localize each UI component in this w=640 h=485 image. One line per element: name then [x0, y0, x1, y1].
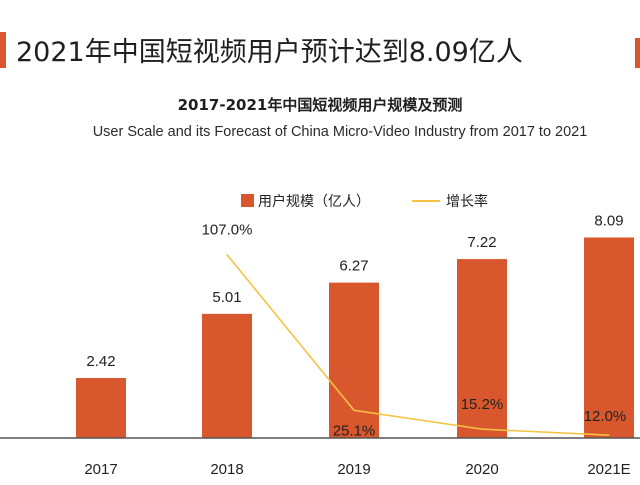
bar-value-label-2021E: 8.09: [594, 213, 623, 230]
bar-2018: [202, 313, 252, 438]
bar-value-label-2018: 5.01: [212, 289, 241, 306]
legend-bar-swatch: [241, 194, 254, 207]
chart-title: 2017-2021年中国短视频用户规模及预测: [178, 96, 463, 114]
legend: 用户规模（亿人） 增长率: [241, 193, 488, 210]
x-tick-2020: 2020: [465, 461, 498, 478]
growth-rate-label-2021E: 12.0%: [584, 408, 627, 425]
headline-accent-bar: [0, 32, 6, 68]
growth-rate-point-2018: [226, 254, 228, 256]
chart-subtitle: User Scale and its Forecast of China Mic…: [93, 124, 588, 140]
growth-line-layer: [226, 254, 610, 436]
growth-rate-label-2018: 107.0%: [202, 222, 253, 239]
bar-value-label-2019: 6.27: [339, 258, 368, 275]
growth-rate-point-2021E: [608, 434, 610, 436]
legend-bar-label: 用户规模（亿人）: [258, 193, 370, 210]
bar-value-label-2020: 7.22: [467, 234, 496, 251]
bar-2020: [457, 259, 507, 438]
x-tick-2017: 2017: [84, 461, 117, 478]
x-tick-2021E: 2021E: [587, 461, 630, 478]
legend-line-label: 增长率: [446, 193, 488, 210]
bar-2017: [76, 378, 126, 438]
growth-rate-line: [226, 254, 610, 436]
growth-rate-point-2020: [481, 428, 483, 430]
labels-layer: 2.42 5.01 6.27 7.22 8.09 107.0% 25.1% 15.2% 12.0…: [86, 213, 626, 440]
x-tick-2018: 2018: [210, 461, 243, 478]
bar-2019: [329, 282, 379, 438]
growth-rate-point-2019: [353, 409, 355, 411]
right-accent-bar: [635, 38, 640, 68]
page-headline: 2021年中国短视频用户预计达到8.09亿人: [16, 37, 523, 68]
bar-value-label-2017: 2.42: [86, 353, 115, 370]
x-tick-2019: 2019: [337, 461, 370, 478]
ticks-layer: 2017 2018 2019 2020 2021E: [84, 461, 630, 478]
bar-2021E: [584, 237, 634, 438]
growth-rate-label-2020: 15.2%: [461, 396, 504, 413]
growth-rate-label-2019: 25.1%: [333, 422, 376, 439]
